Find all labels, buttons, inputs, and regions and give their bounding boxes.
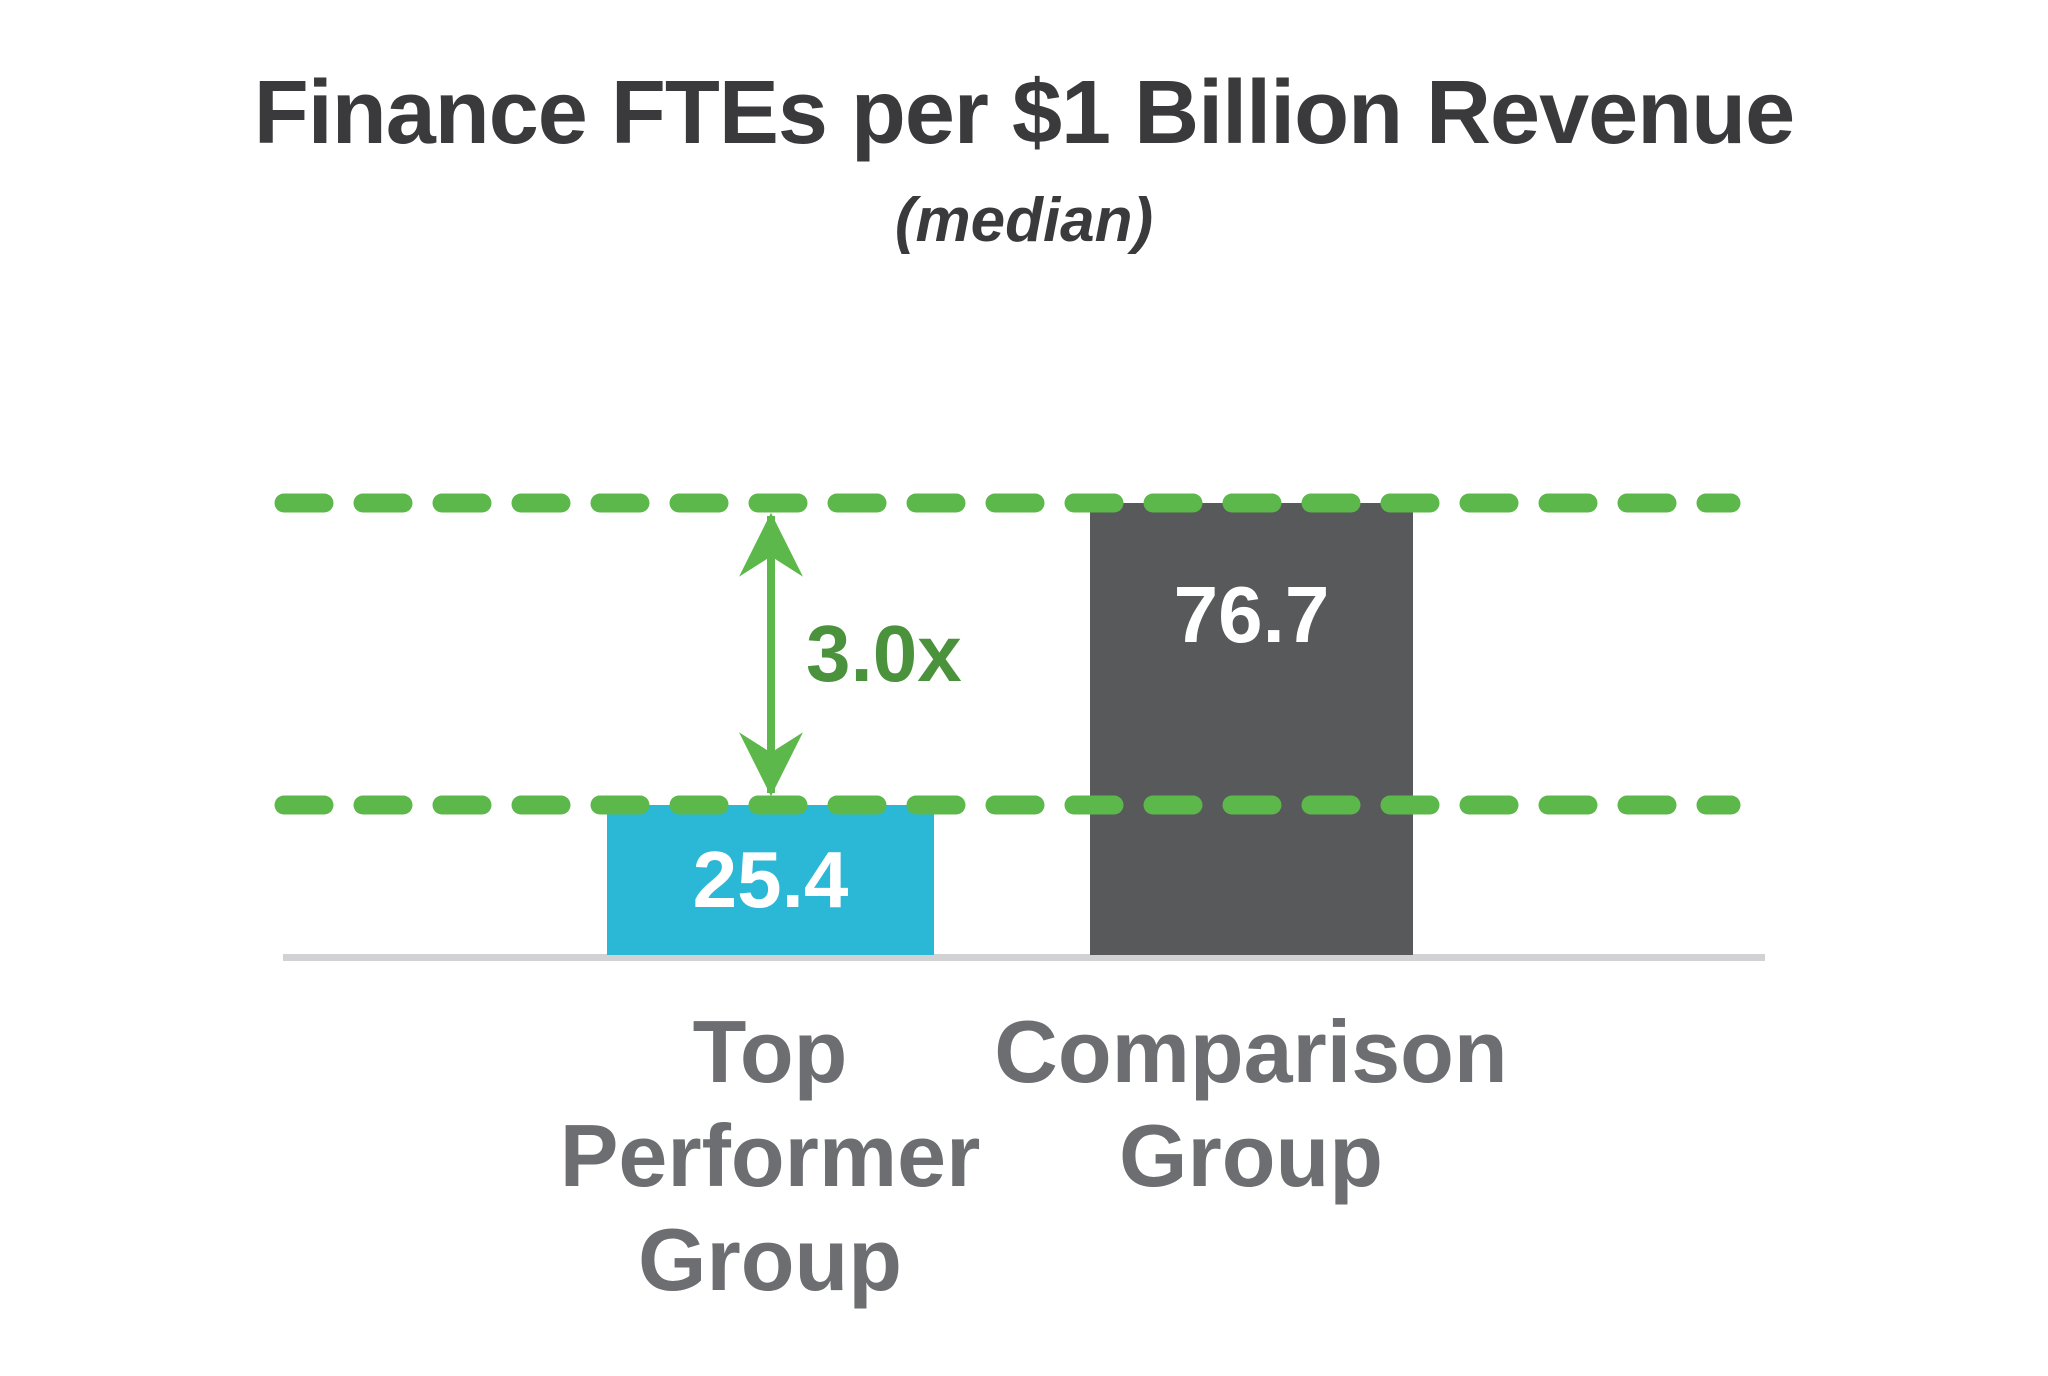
category-label-top-performer-group: Top Performer Group — [559, 1002, 981, 1309]
bar-value-comparison: 76.7 — [1173, 570, 1330, 659]
multiplier-annotation: 3.0x — [806, 609, 962, 698]
bar-comparison-group: 76.7 — [1090, 503, 1413, 955]
bar-top-performer-group: 25.4 — [607, 805, 934, 955]
category-label-comparison-group: Comparison Group — [994, 1002, 1508, 1205]
bar-value-top-performer: 25.4 — [692, 835, 849, 924]
chart-subtitle: (median) — [894, 186, 1154, 255]
x-axis-baseline — [283, 954, 1765, 961]
chart-title: Finance FTEs per $1 Billion Revenue — [253, 63, 1795, 163]
